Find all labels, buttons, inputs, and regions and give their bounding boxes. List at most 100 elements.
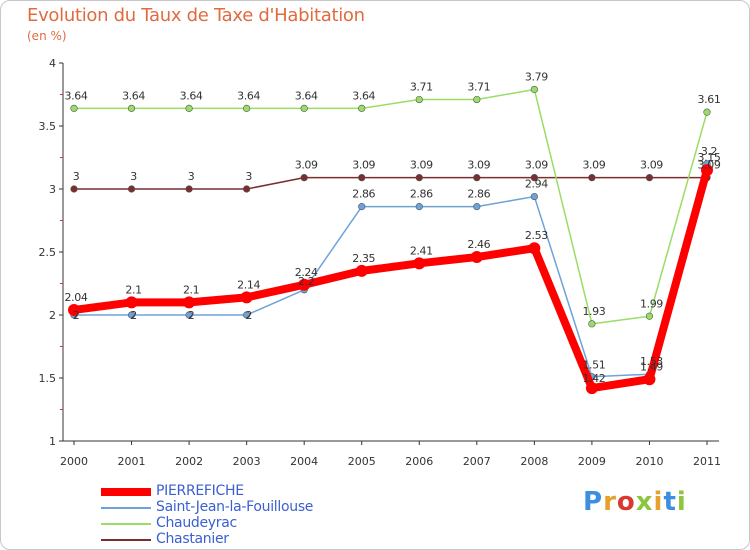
logo-letter: o	[616, 487, 636, 517]
data-label: 3	[188, 170, 195, 183]
legend-label: Chaudeyrac	[156, 515, 237, 531]
data-point	[528, 242, 541, 255]
data-label: 3	[73, 170, 80, 183]
x-tick-label: 2006	[405, 455, 433, 468]
data-label: 2.86	[467, 188, 490, 201]
data-label: 3.09	[698, 159, 721, 172]
data-label: 3.61	[698, 93, 721, 106]
data-point	[70, 185, 78, 193]
data-point	[415, 95, 423, 104]
x-tick-label: 2001	[118, 455, 146, 468]
logo-letter: t	[663, 487, 677, 517]
y-tick-label: 2	[49, 309, 56, 322]
data-label: 3.71	[467, 81, 490, 94]
data-label: 2.86	[410, 188, 433, 201]
x-tick-label: 2000	[60, 455, 88, 468]
data-point	[243, 185, 251, 193]
data-point	[300, 104, 308, 112]
data-label: 3.64	[122, 89, 145, 102]
data-label: 3.64	[237, 89, 260, 102]
data-point	[243, 311, 251, 319]
data-label: 2.1	[183, 283, 199, 296]
x-tick-label: 2008	[520, 455, 548, 468]
logo-letter: r	[603, 487, 617, 517]
logo-letter: P	[583, 487, 604, 517]
data-label: 3.71	[410, 81, 433, 94]
data-point	[585, 382, 598, 395]
data-point	[703, 108, 711, 116]
data-point	[413, 257, 426, 270]
data-label: 2.46	[467, 238, 490, 251]
y-tick-label: 3.5	[39, 120, 57, 133]
y-tick-label: 4	[49, 57, 56, 70]
logo-letter: i	[676, 487, 687, 517]
legend-swatch	[101, 539, 151, 541]
data-point	[125, 296, 138, 309]
data-point	[588, 320, 596, 328]
legend-label: PIERREFICHE	[156, 483, 244, 499]
data-point	[243, 104, 251, 112]
y-tick-label: 2.5	[39, 246, 57, 259]
data-label: 2.86	[352, 188, 375, 201]
data-point	[300, 174, 308, 182]
data-point	[470, 251, 483, 264]
data-label: 2.2	[298, 275, 314, 288]
data-label: 2	[245, 309, 252, 322]
series-line-0	[73, 169, 711, 393]
data-label: 1.42	[582, 372, 605, 385]
x-tick-label: 2011	[693, 455, 721, 468]
logo-letter: x	[635, 487, 654, 517]
data-point	[643, 373, 656, 386]
data-label: 1.51	[582, 359, 605, 372]
data-label: 2	[130, 309, 137, 322]
data-label: 2.53	[525, 229, 548, 242]
data-label: 2.24	[295, 266, 318, 279]
data-point	[358, 174, 366, 182]
data-label: 1.93	[582, 305, 605, 318]
legend-label: Chastanier	[156, 531, 229, 547]
legend-swatch	[101, 507, 151, 509]
data-label: 3.09	[410, 159, 433, 172]
data-point	[473, 95, 481, 104]
data-label: 3	[130, 170, 137, 183]
data-label: 2.35	[352, 252, 375, 265]
data-label: 3.09	[640, 159, 663, 172]
data-label: 2.41	[410, 244, 433, 257]
legend-label: Saint-Jean-la-Fouillouse	[156, 499, 314, 515]
x-tick-label: 2010	[635, 455, 663, 468]
data-point	[127, 104, 136, 112]
data-label: 1.99	[640, 297, 663, 310]
series-line-1	[74, 163, 708, 378]
series-line-3	[74, 176, 707, 190]
data-label: 1.53	[640, 355, 663, 368]
data-point	[530, 192, 538, 201]
data-point	[645, 174, 654, 182]
data-label: 3.64	[295, 89, 318, 102]
data-point	[185, 185, 193, 193]
x-tick-label: 2002	[175, 455, 203, 468]
legend-swatch	[101, 523, 151, 525]
x-tick-label: 2005	[348, 455, 376, 468]
data-point	[240, 291, 253, 304]
data-label: 2.1	[125, 283, 141, 296]
data-point	[588, 174, 596, 182]
data-point	[127, 185, 136, 193]
data-label: 2.94	[525, 178, 548, 191]
data-point	[358, 104, 366, 112]
data-label: 3.2	[701, 145, 717, 158]
data-point	[415, 174, 423, 182]
data-point	[185, 311, 193, 319]
data-point	[70, 104, 78, 112]
data-point	[185, 104, 193, 112]
data-label: 3.64	[65, 89, 88, 102]
proxiti-logo: Proxiti	[583, 487, 687, 517]
data-label: 2	[73, 309, 80, 322]
data-point	[473, 203, 481, 211]
data-label: 3.09	[582, 159, 605, 172]
data-label: 2.04	[65, 291, 88, 304]
data-label: 2.14	[237, 278, 260, 291]
data-label: 3.64	[352, 89, 375, 102]
logo-letter: i	[653, 487, 664, 517]
